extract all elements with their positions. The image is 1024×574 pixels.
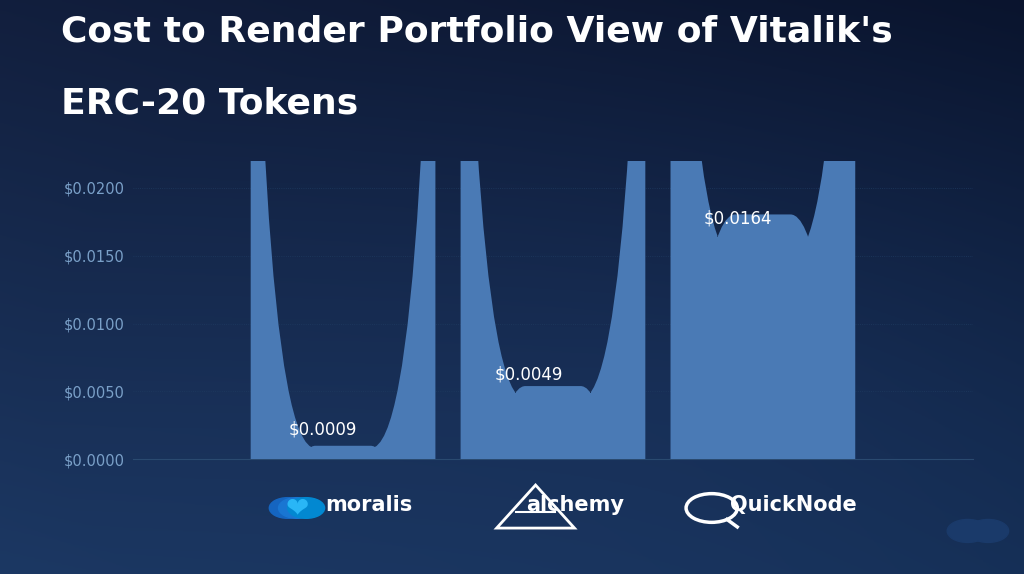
Bar xyxy=(251,447,435,459)
Circle shape xyxy=(947,519,988,542)
Text: Cost to Render Portfolio View of Vitalik's: Cost to Render Portfolio View of Vitalik… xyxy=(61,15,893,49)
Text: $0.0164: $0.0164 xyxy=(705,210,772,228)
Bar xyxy=(671,236,855,459)
Text: $0.0049: $0.0049 xyxy=(495,366,562,384)
Text: $0.0009: $0.0009 xyxy=(289,420,356,438)
Circle shape xyxy=(288,498,325,518)
FancyBboxPatch shape xyxy=(251,0,435,574)
Circle shape xyxy=(279,498,315,518)
Text: ERC-20 Tokens: ERC-20 Tokens xyxy=(61,87,358,121)
Text: alchemy: alchemy xyxy=(526,495,625,514)
Text: ❤: ❤ xyxy=(286,494,308,522)
Text: QuickNode: QuickNode xyxy=(730,495,857,514)
Circle shape xyxy=(269,498,306,518)
FancyBboxPatch shape xyxy=(671,0,855,574)
Circle shape xyxy=(968,519,1009,542)
Bar xyxy=(461,393,645,459)
Text: moralis: moralis xyxy=(325,495,413,514)
FancyBboxPatch shape xyxy=(461,0,645,574)
